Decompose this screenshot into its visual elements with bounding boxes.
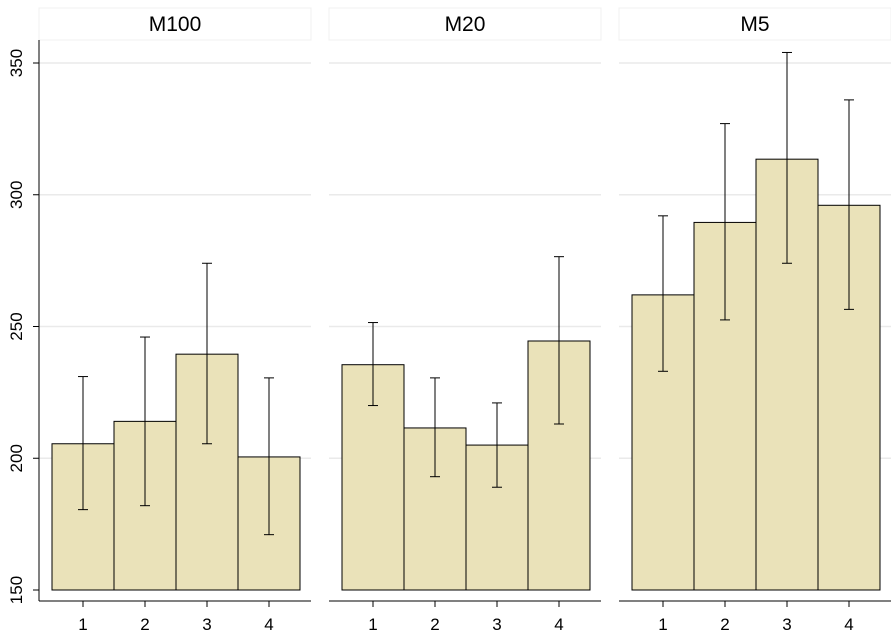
x-tick-label: 1 [658,615,667,634]
panel-title: M5 [740,13,769,36]
x-tick-label: 1 [368,615,377,634]
x-tick-label: 3 [492,615,501,634]
panel-m5: M5 1 2 3 4 [618,7,891,634]
x-tick-label: 3 [202,615,211,634]
x-tick-label: 4 [554,615,563,634]
x-tick-label: 3 [782,615,791,634]
panel-title: M20 [445,13,486,36]
panel-title: M100 [149,13,202,36]
y-axis: 150 200 250 300 350 [7,40,40,604]
panel-header-background [38,7,312,41]
y-tick-label: 250 [7,312,26,340]
x-tick-label: 2 [140,615,149,634]
panel-header-background [618,7,891,41]
panel-header-background [328,7,602,41]
x-tick-label: 2 [430,615,439,634]
panels: M100 1 2 3 4 M20 1 2 3 4 M5 1 2 3 4 [38,7,891,634]
panel-m20: M20 1 2 3 4 [328,7,602,634]
x-tick-label: 2 [720,615,729,634]
x-tick-label: 4 [844,615,853,634]
y-tick-label: 300 [7,181,26,209]
y-tick-label: 150 [7,576,26,604]
panel-m100: M100 1 2 3 4 [38,7,312,634]
x-tick-label: 4 [264,615,273,634]
y-tick-label: 350 [7,49,26,77]
x-tick-label: 1 [78,615,87,634]
y-tick-label: 200 [7,444,26,472]
